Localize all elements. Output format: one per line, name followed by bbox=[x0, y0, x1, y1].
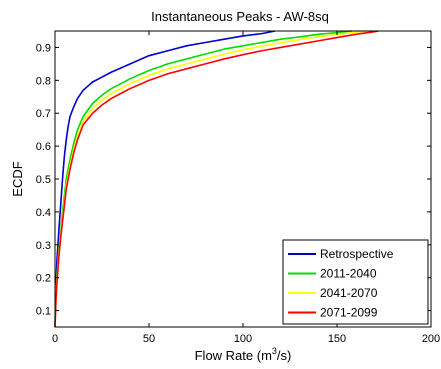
series-line-1 bbox=[54, 30, 276, 328]
series-line-4 bbox=[54, 30, 379, 328]
legend-label-2: 2011-2040 bbox=[320, 267, 377, 281]
x-tick-label: 150 bbox=[328, 333, 346, 345]
y-tick-label: 0.6 bbox=[36, 141, 51, 153]
y-tick-label: 0.8 bbox=[36, 75, 51, 87]
ticks-layer: 0 50 100 150 200 0.1 0.2 0.3 0.4 0.5 0.6 0.7 0.8 0.9 bbox=[36, 31, 440, 345]
y-tick-label: 0.4 bbox=[36, 207, 51, 219]
y-tick-label: 0.5 bbox=[36, 174, 51, 186]
x-axis-title-main: Flow Rate (m bbox=[195, 348, 272, 363]
y-tick-label: 0.7 bbox=[36, 108, 51, 120]
x-tick-label: 50 bbox=[143, 333, 155, 345]
series-layer bbox=[54, 30, 379, 328]
y-tick-label: 0.9 bbox=[36, 42, 51, 54]
legend-label-1: Retrospective bbox=[320, 247, 394, 261]
x-axis-title-suffix: /s) bbox=[277, 348, 291, 363]
legend-label-4: 2071-2099 bbox=[320, 306, 378, 320]
x-tick-label: 100 bbox=[234, 333, 252, 345]
x-axis-title-superscript: 3 bbox=[272, 346, 277, 356]
legend-label-3: 2041-2070 bbox=[320, 286, 378, 300]
x-axis-title: Flow Rate (m3/s) bbox=[195, 346, 292, 363]
y-tick-label: 0.1 bbox=[36, 306, 51, 318]
legend: Retrospective 2011-2040 2041-2070 2071-2099 bbox=[282, 239, 429, 325]
x-tick-label: 200 bbox=[422, 333, 440, 345]
y-axis-title: ECDF bbox=[10, 161, 25, 196]
x-tick-label: 0 bbox=[52, 333, 58, 345]
y-tick-label: 0.3 bbox=[36, 240, 51, 252]
y-tick-label: 0.2 bbox=[36, 273, 51, 285]
chart-title: Instantaneous Peaks - AW-8sq bbox=[151, 9, 329, 24]
